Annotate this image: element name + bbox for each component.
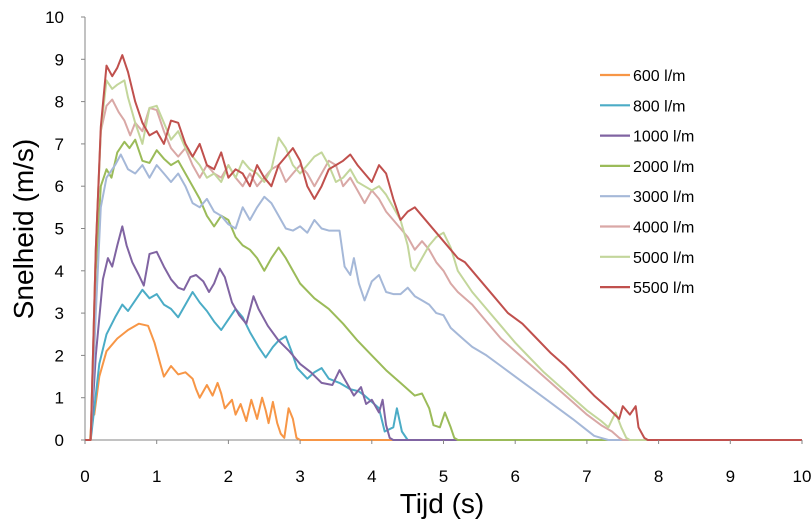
y-tick-label: 1: [55, 389, 64, 408]
y-tick-label: 4: [55, 262, 64, 281]
y-tick-label: 7: [55, 135, 64, 154]
x-axis-title: Tijd (s): [400, 488, 485, 519]
y-axis-title: Snelheid (m/s): [8, 139, 39, 320]
series-layer: [85, 54, 802, 441]
y-tick-label: 6: [55, 177, 64, 196]
legend-label-4: 3000 l/m: [633, 189, 694, 206]
y-tick-label: 8: [55, 93, 64, 112]
x-tick-label: 7: [582, 467, 591, 486]
legend-label-3: 2000 l/m: [633, 159, 694, 176]
x-tick-label: 1: [152, 467, 161, 486]
series-line-0: [85, 322, 802, 441]
x-tick-label: 6: [510, 467, 519, 486]
series-line-6: [85, 79, 802, 441]
series-line-3: [85, 138, 802, 441]
x-tick-label: 5: [439, 467, 448, 486]
series-line-1: [85, 288, 802, 441]
y-tick-label: 2: [55, 346, 64, 365]
x-tick-label: 2: [224, 467, 233, 486]
legend-label-6: 5000 l/m: [633, 250, 694, 267]
x-tick-label: 0: [80, 467, 89, 486]
y-tick-label: 5: [55, 220, 64, 239]
legend-label-5: 4000 l/m: [633, 220, 694, 237]
legend-label-0: 600 l/m: [633, 68, 685, 85]
x-tick-label: 10: [793, 467, 812, 486]
x-axis: 0 1 2 3 4 5 6 7 8 9 10: [80, 440, 811, 486]
series-line-2: [85, 225, 802, 441]
x-tick-label: 3: [295, 467, 304, 486]
y-tick-label: 10: [45, 8, 64, 27]
series-line-5: [85, 98, 802, 441]
y-tick-label: 3: [55, 304, 64, 323]
x-tick-label: 9: [726, 467, 735, 486]
legend-label-1: 800 l/m: [633, 98, 685, 115]
plot-area: [84, 17, 802, 441]
x-tick-label: 8: [654, 467, 663, 486]
series-line-7: [85, 54, 802, 441]
legend-label-7: 5500 l/m: [633, 280, 694, 297]
x-tick-label: 4: [367, 467, 376, 486]
y-tick-label: 9: [55, 50, 64, 69]
y-tick-label: 0: [55, 431, 64, 450]
y-axis: 0 1 2 3 4 5 6 7 8 9 10: [45, 8, 85, 450]
series-line-4: [85, 153, 802, 441]
legend: 600 l/m 800 l/m 1000 l/m 2000 l/m 3000 l/m 40…: [600, 68, 694, 297]
legend-label-2: 1000 l/m: [633, 129, 694, 146]
